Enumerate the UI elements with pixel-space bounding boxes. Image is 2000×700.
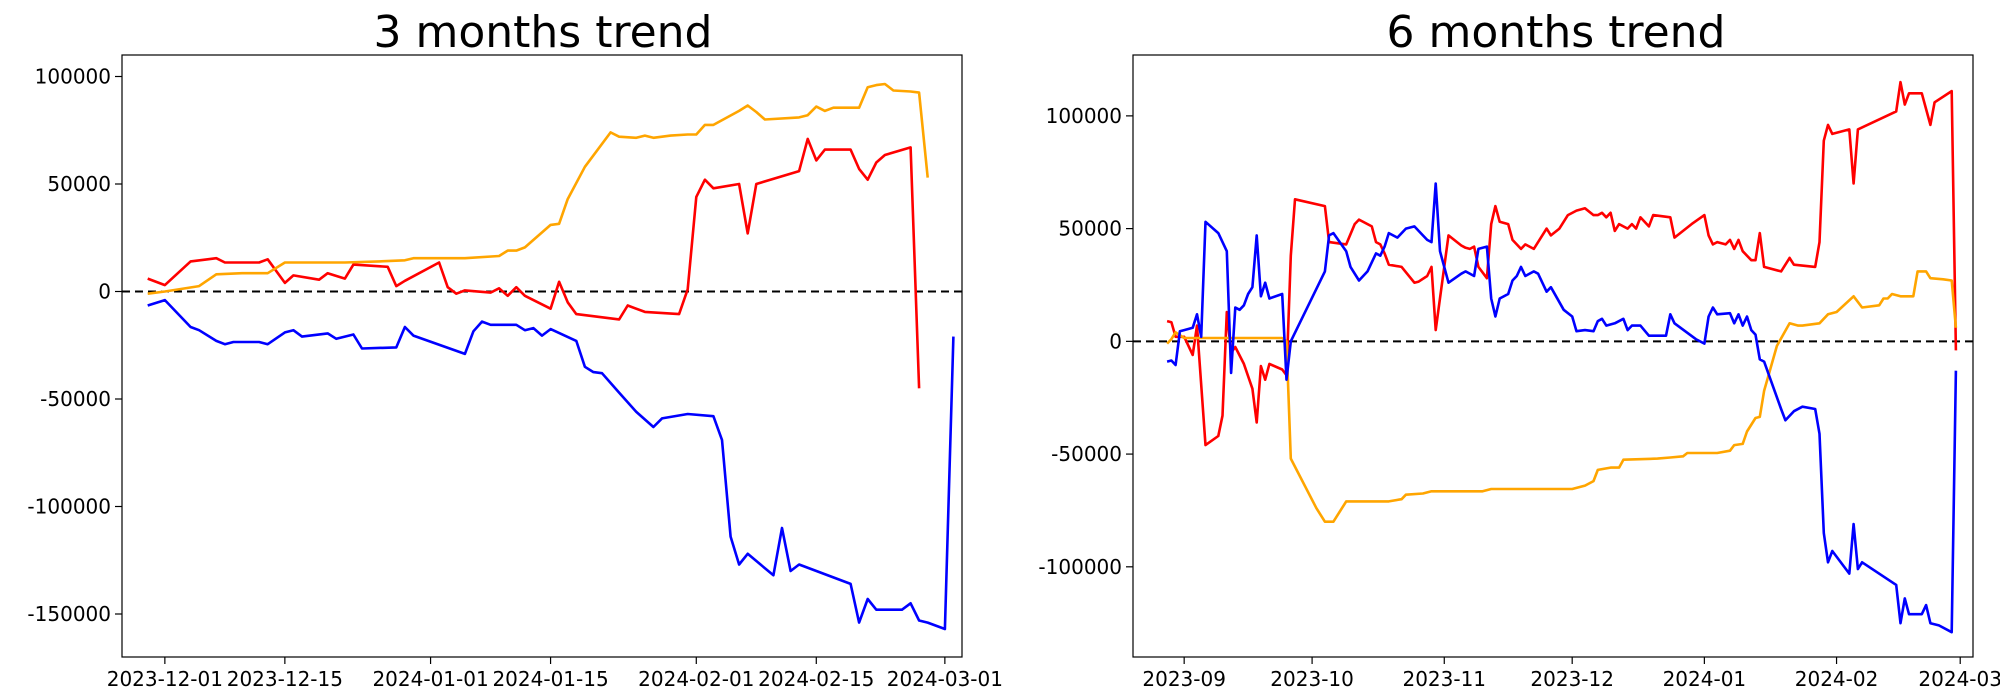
plot-frame <box>121 54 963 658</box>
series-line-0 <box>1166 80 1958 447</box>
y-tick-label: 0 <box>98 280 111 304</box>
y-tick-label: -100000 <box>27 495 111 519</box>
series-line-1 <box>147 82 929 295</box>
y-tick-label: -150000 <box>27 602 111 626</box>
x-tick-label: 2023-10 <box>1270 667 1354 691</box>
series-line-2 <box>147 298 955 631</box>
y-tick-label: 100000 <box>35 65 111 89</box>
x-tick-label: 2024-02-01 <box>638 667 754 691</box>
series-line-0 <box>147 137 921 389</box>
x-tick-label: 2023-12 <box>1530 667 1614 691</box>
y-tick-label: -50000 <box>1051 442 1122 466</box>
y-tick-label: 50000 <box>47 172 111 196</box>
x-tick-label: 2023-12-01 <box>107 667 223 691</box>
x-tick-label: 2024-03 <box>1918 667 2000 691</box>
x-tick-label: 2024-02-15 <box>758 667 874 691</box>
x-tick-label: 2024-01 <box>1663 667 1747 691</box>
series-line-1 <box>1166 270 1958 523</box>
plot-frame <box>1132 54 1974 658</box>
chart-6-months: 6 months trend 100000 50000 0 -50000 -100000… <box>1038 7 2000 691</box>
x-tick-label: 2024-01-15 <box>492 667 608 691</box>
x-tick-label: 2024-02 <box>1795 667 1879 691</box>
x-tick-label: 2023-09 <box>1142 667 1226 691</box>
x-tick-label: 2023-12-15 <box>227 667 343 691</box>
series-line-2 <box>1166 182 1958 634</box>
x-tick-label: 2024-03-01 <box>887 667 1003 691</box>
y-tick-label: -100000 <box>1038 555 1122 579</box>
y-tick-label: -50000 <box>40 387 111 411</box>
y-tick-label: 50000 <box>1058 217 1122 241</box>
chart-title: 6 months trend <box>1387 7 1726 58</box>
x-tick-label: 2024-01-01 <box>372 667 488 691</box>
chart-title: 3 months trend <box>374 7 713 58</box>
y-tick-label: 0 <box>1109 329 1122 353</box>
x-tick-label: 2023-11 <box>1402 667 1486 691</box>
y-tick-label: 100000 <box>1046 104 1122 128</box>
chart-3-months: 3 months trend 100000 50000 0 -50000 -100000… <box>27 7 1003 691</box>
